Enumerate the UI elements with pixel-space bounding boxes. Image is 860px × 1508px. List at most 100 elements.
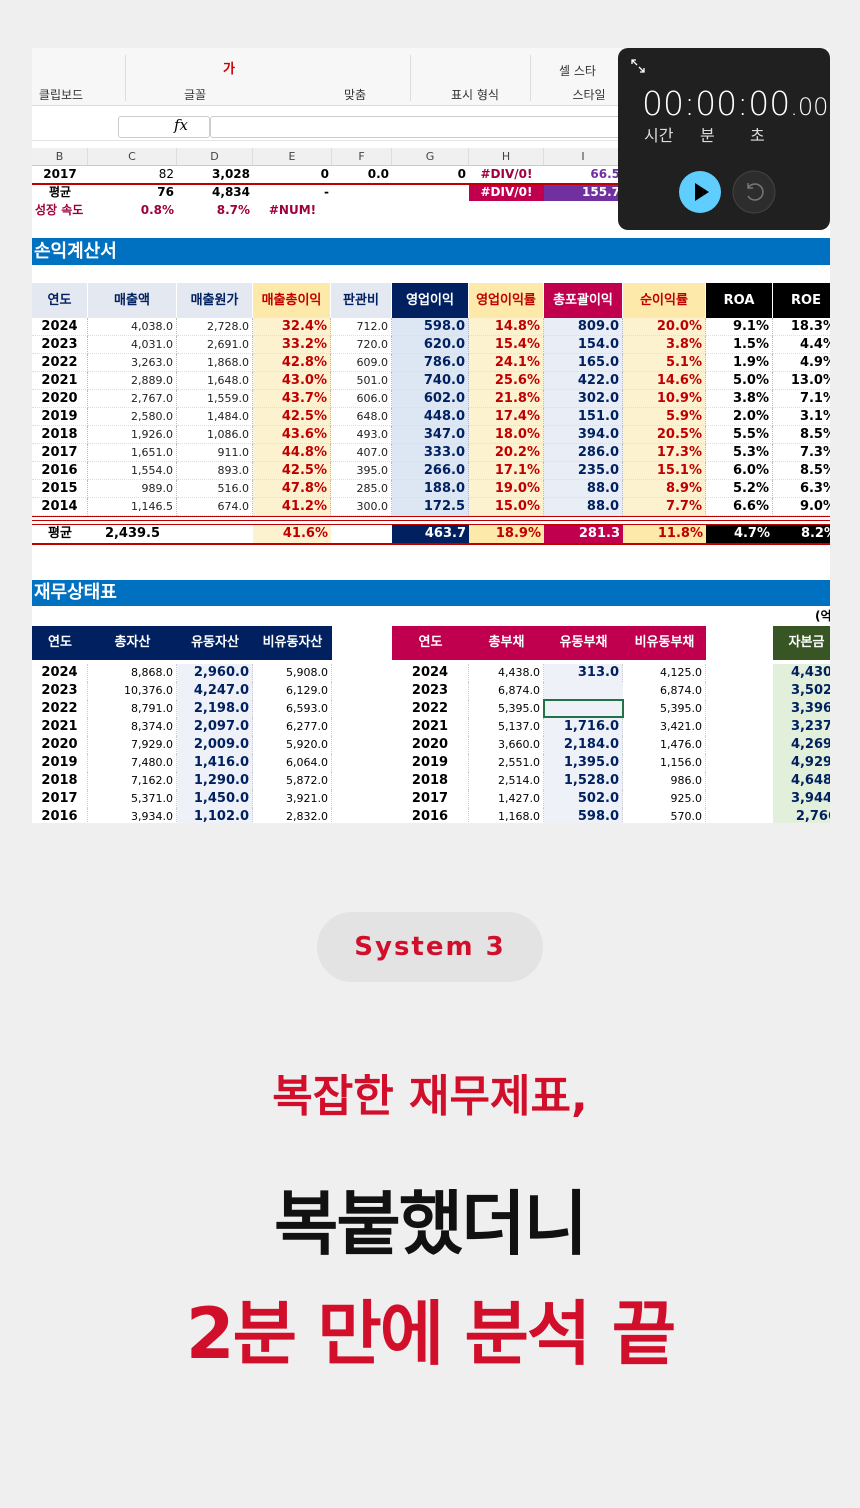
table-cell: 2020 <box>32 390 88 408</box>
table-cell: 598.0 <box>544 808 623 823</box>
table-cell: 4,125.0 <box>623 664 706 682</box>
table-cell: 10,376.0 <box>88 682 177 700</box>
table-header: 연도 <box>392 626 469 660</box>
table-cell: 1,427.0 <box>469 790 544 808</box>
fx-label: fx <box>174 116 189 134</box>
table-cell: 407.0 <box>331 444 392 462</box>
table-cell: 2,514.0 <box>469 772 544 790</box>
table-cell: 313.0 <box>544 664 623 682</box>
table-cell: 2018 <box>32 772 88 790</box>
table-cell: 300.0 <box>331 498 392 516</box>
table-cell: 235.0 <box>544 462 623 480</box>
table-cell: 19.0% <box>469 480 544 498</box>
average-cell: 2,439.5 <box>88 525 177 543</box>
table-cell: 1,528.0 <box>544 772 623 790</box>
table-header: 매출총이익 <box>253 283 331 318</box>
table-cell: 286.0 <box>544 444 623 462</box>
table-cell: 33.2% <box>253 336 331 354</box>
table-cell: 1,926.0 <box>88 426 177 444</box>
table-cell: 15.0% <box>469 498 544 516</box>
table-cell: 2017 <box>392 790 469 808</box>
table-cell-empty <box>544 700 623 718</box>
expand-icon[interactable] <box>630 58 646 74</box>
table-cell: 1,484.0 <box>177 408 253 426</box>
table-cell: 5.1% <box>623 354 706 372</box>
table-header: 순이익률 <box>623 283 706 318</box>
formula-input[interactable] <box>210 116 830 138</box>
table-cell: 2,551.0 <box>469 754 544 772</box>
table-cell: 395.0 <box>331 462 392 480</box>
sheet-cell: #DIV/0! <box>480 167 533 181</box>
table-cell: 15.1% <box>623 462 706 480</box>
table-cell: 6,277.0 <box>253 718 332 736</box>
row-rule <box>32 543 830 545</box>
table-cell: 1,156.0 <box>623 754 706 772</box>
table-cell: 1,476.0 <box>623 736 706 754</box>
table-cell: 165.0 <box>544 354 623 372</box>
table-cell: 47.8% <box>253 480 331 498</box>
table-cell: 7,480.0 <box>88 754 177 772</box>
table-cell: 2,184.0 <box>544 736 623 754</box>
ribbon-group-label: 맞춤 <box>343 88 367 102</box>
table-header: ROE <box>773 283 830 318</box>
formula-buttons <box>118 116 210 138</box>
selected-cell <box>543 699 624 718</box>
table-cell: 620.0 <box>392 336 469 354</box>
sheet-cell: 76 <box>157 185 174 199</box>
sheet-cell: 8.7% <box>216 203 250 217</box>
table-cell: 20.0% <box>623 318 706 336</box>
table-header: 총포괄이익 <box>544 283 623 318</box>
table-cell: 6.6% <box>706 498 773 516</box>
table-cell: 1.9% <box>706 354 773 372</box>
table-cell: 7.3% <box>773 444 830 462</box>
table-cell: 4.4% <box>773 336 830 354</box>
sheet-cell: 평균 <box>48 185 72 199</box>
table-cell: 2024 <box>32 664 88 682</box>
column-header: H <box>469 148 544 165</box>
table-cell: 2016 <box>32 808 88 823</box>
ribbon-group-label: 클립보드 <box>38 88 84 102</box>
table-cell: 8,791.0 <box>88 700 177 718</box>
table-cell: 1,554.0 <box>88 462 177 480</box>
column-header: D <box>177 148 253 165</box>
sheet-cell: 4,834 <box>212 185 250 199</box>
table-cell: 989.0 <box>88 480 177 498</box>
table-cell: 5.2% <box>706 480 773 498</box>
table-cell: 893.0 <box>177 462 253 480</box>
table-cell: 13.0% <box>773 372 830 390</box>
table-cell: 493.0 <box>331 426 392 444</box>
table-cell: 18.0% <box>469 426 544 444</box>
table-cell: 422.0 <box>544 372 623 390</box>
ribbon-group-label: 글꼴 <box>183 88 207 102</box>
table-header: 유동자산 <box>177 626 253 660</box>
table-cell: 2021 <box>392 718 469 736</box>
table-cell: 4,247.0 <box>177 682 253 700</box>
table-cell: 14.8% <box>469 318 544 336</box>
average-cell: 18.9% <box>469 525 544 543</box>
table-cell: 598.0 <box>392 318 469 336</box>
table-cell: 1.5% <box>706 336 773 354</box>
column-header: G <box>392 148 469 165</box>
table-cell: 5,920.0 <box>253 736 332 754</box>
table-cell: 6,064.0 <box>253 754 332 772</box>
table-cell: 347.0 <box>392 426 469 444</box>
table-cell: 516.0 <box>177 480 253 498</box>
table-cell: 2023 <box>32 682 88 700</box>
table-cell: 88.0 <box>544 498 623 516</box>
table-cell: 2,198.0 <box>177 700 253 718</box>
table-cell: 1,168.0 <box>469 808 544 823</box>
table-cell: 41.2% <box>253 498 331 516</box>
reset-button[interactable] <box>732 170 776 214</box>
sheet-cell: #DIV/0! <box>469 183 544 201</box>
table-cell: 5.9% <box>623 408 706 426</box>
sheet-cell: 155.7 <box>544 183 623 201</box>
average-cell: 평균 <box>32 525 88 543</box>
table-cell: 1,559.0 <box>177 390 253 408</box>
timer-time: 00:00:00.00 <box>642 84 828 123</box>
sheet-cell: 0 <box>320 167 329 181</box>
table-cell: 3,421.0 <box>623 718 706 736</box>
average-cell: 463.7 <box>392 525 469 543</box>
average-cell: 11.8% <box>623 525 706 543</box>
table-cell: 7.1% <box>773 390 830 408</box>
section-bar <box>32 238 830 265</box>
